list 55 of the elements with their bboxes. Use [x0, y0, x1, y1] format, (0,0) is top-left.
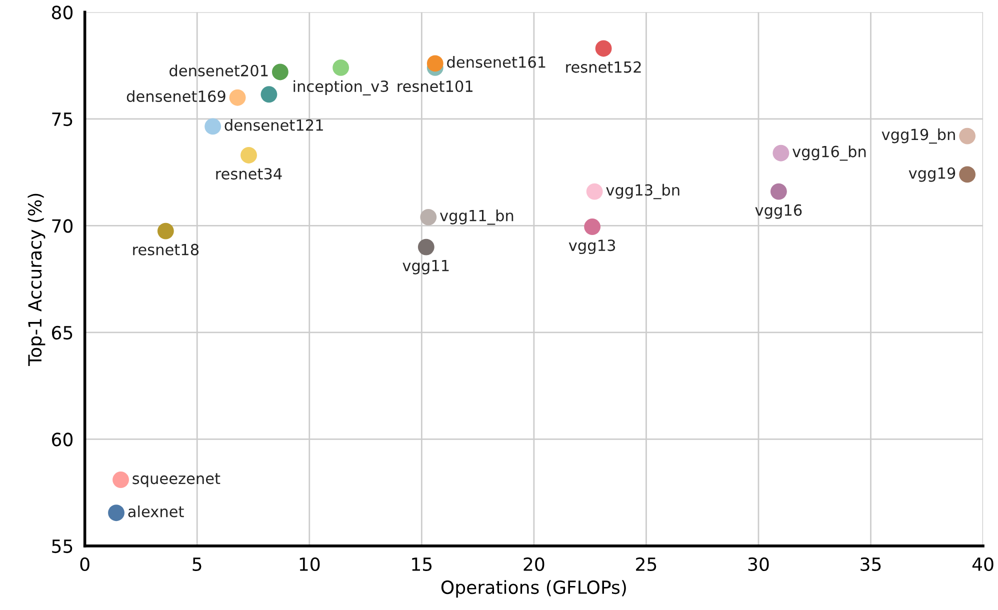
- x-tick-label: 25: [636, 557, 656, 572]
- point: [426, 55, 444, 72]
- series-label: vgg16_bn: [792, 146, 866, 161]
- point: [108, 504, 124, 522]
- series-label: vgg11: [402, 260, 449, 274]
- series-label: squeezenet: [132, 473, 220, 488]
- series-label: vgg13_bn: [606, 184, 680, 200]
- point: [586, 183, 603, 200]
- point: [229, 89, 246, 106]
- point: [772, 144, 790, 162]
- point: [332, 59, 350, 76]
- series-label: vgg19: [908, 167, 956, 182]
- point: [959, 166, 976, 183]
- x-tick-label: 35: [860, 557, 881, 572]
- y-tick-label: 70: [52, 219, 73, 233]
- x-tick-label: 10: [300, 557, 320, 572]
- series-label: vgg19_bn: [882, 128, 955, 144]
- series-label: resnet18: [133, 244, 199, 256]
- point: [959, 128, 976, 144]
- y-tick-label: 55: [52, 540, 72, 554]
- point: [595, 40, 612, 57]
- x-tick-label: 15: [412, 558, 432, 572]
- point: [112, 472, 129, 488]
- point: [260, 86, 278, 103]
- y-tick-label: 75: [52, 112, 72, 126]
- series-label: densenet121: [224, 119, 323, 131]
- y-tick-label: 60: [52, 432, 73, 446]
- x-tick-label: 20: [524, 557, 544, 572]
- y-tick-label: 65: [52, 326, 72, 340]
- point: [204, 118, 222, 135]
- x-tick-label: 0: [80, 557, 90, 572]
- series-label: vgg16: [755, 204, 802, 219]
- series-label: densenet161: [447, 56, 546, 68]
- series-label: resnet101: [398, 80, 472, 92]
- x-tick-label: 5: [192, 558, 202, 572]
- series-label: densenet169: [126, 90, 226, 102]
- series-label: vgg11_bn: [440, 210, 514, 225]
- y-axis-title: Top-1 Accuracy (%): [28, 194, 46, 366]
- point: [157, 222, 174, 240]
- point: [420, 208, 437, 226]
- y-tick-label: 80: [52, 6, 73, 20]
- series-label: alexnet: [128, 505, 184, 518]
- x-tick-label: 30: [748, 557, 769, 572]
- series-label: resnet34: [216, 168, 282, 180]
- series-label: inception_v3: [294, 80, 388, 96]
- point: [584, 218, 601, 235]
- point: [418, 238, 434, 256]
- point: [240, 147, 257, 164]
- x-axis-title: Operations (GFLOPs): [441, 580, 626, 598]
- series-label: resnet152: [566, 61, 641, 73]
- point: [272, 64, 288, 80]
- series-label: vgg13: [568, 240, 616, 254]
- x-tick-label: 40: [972, 557, 994, 572]
- series-label: densenet201: [170, 64, 268, 76]
- point: [770, 183, 787, 200]
